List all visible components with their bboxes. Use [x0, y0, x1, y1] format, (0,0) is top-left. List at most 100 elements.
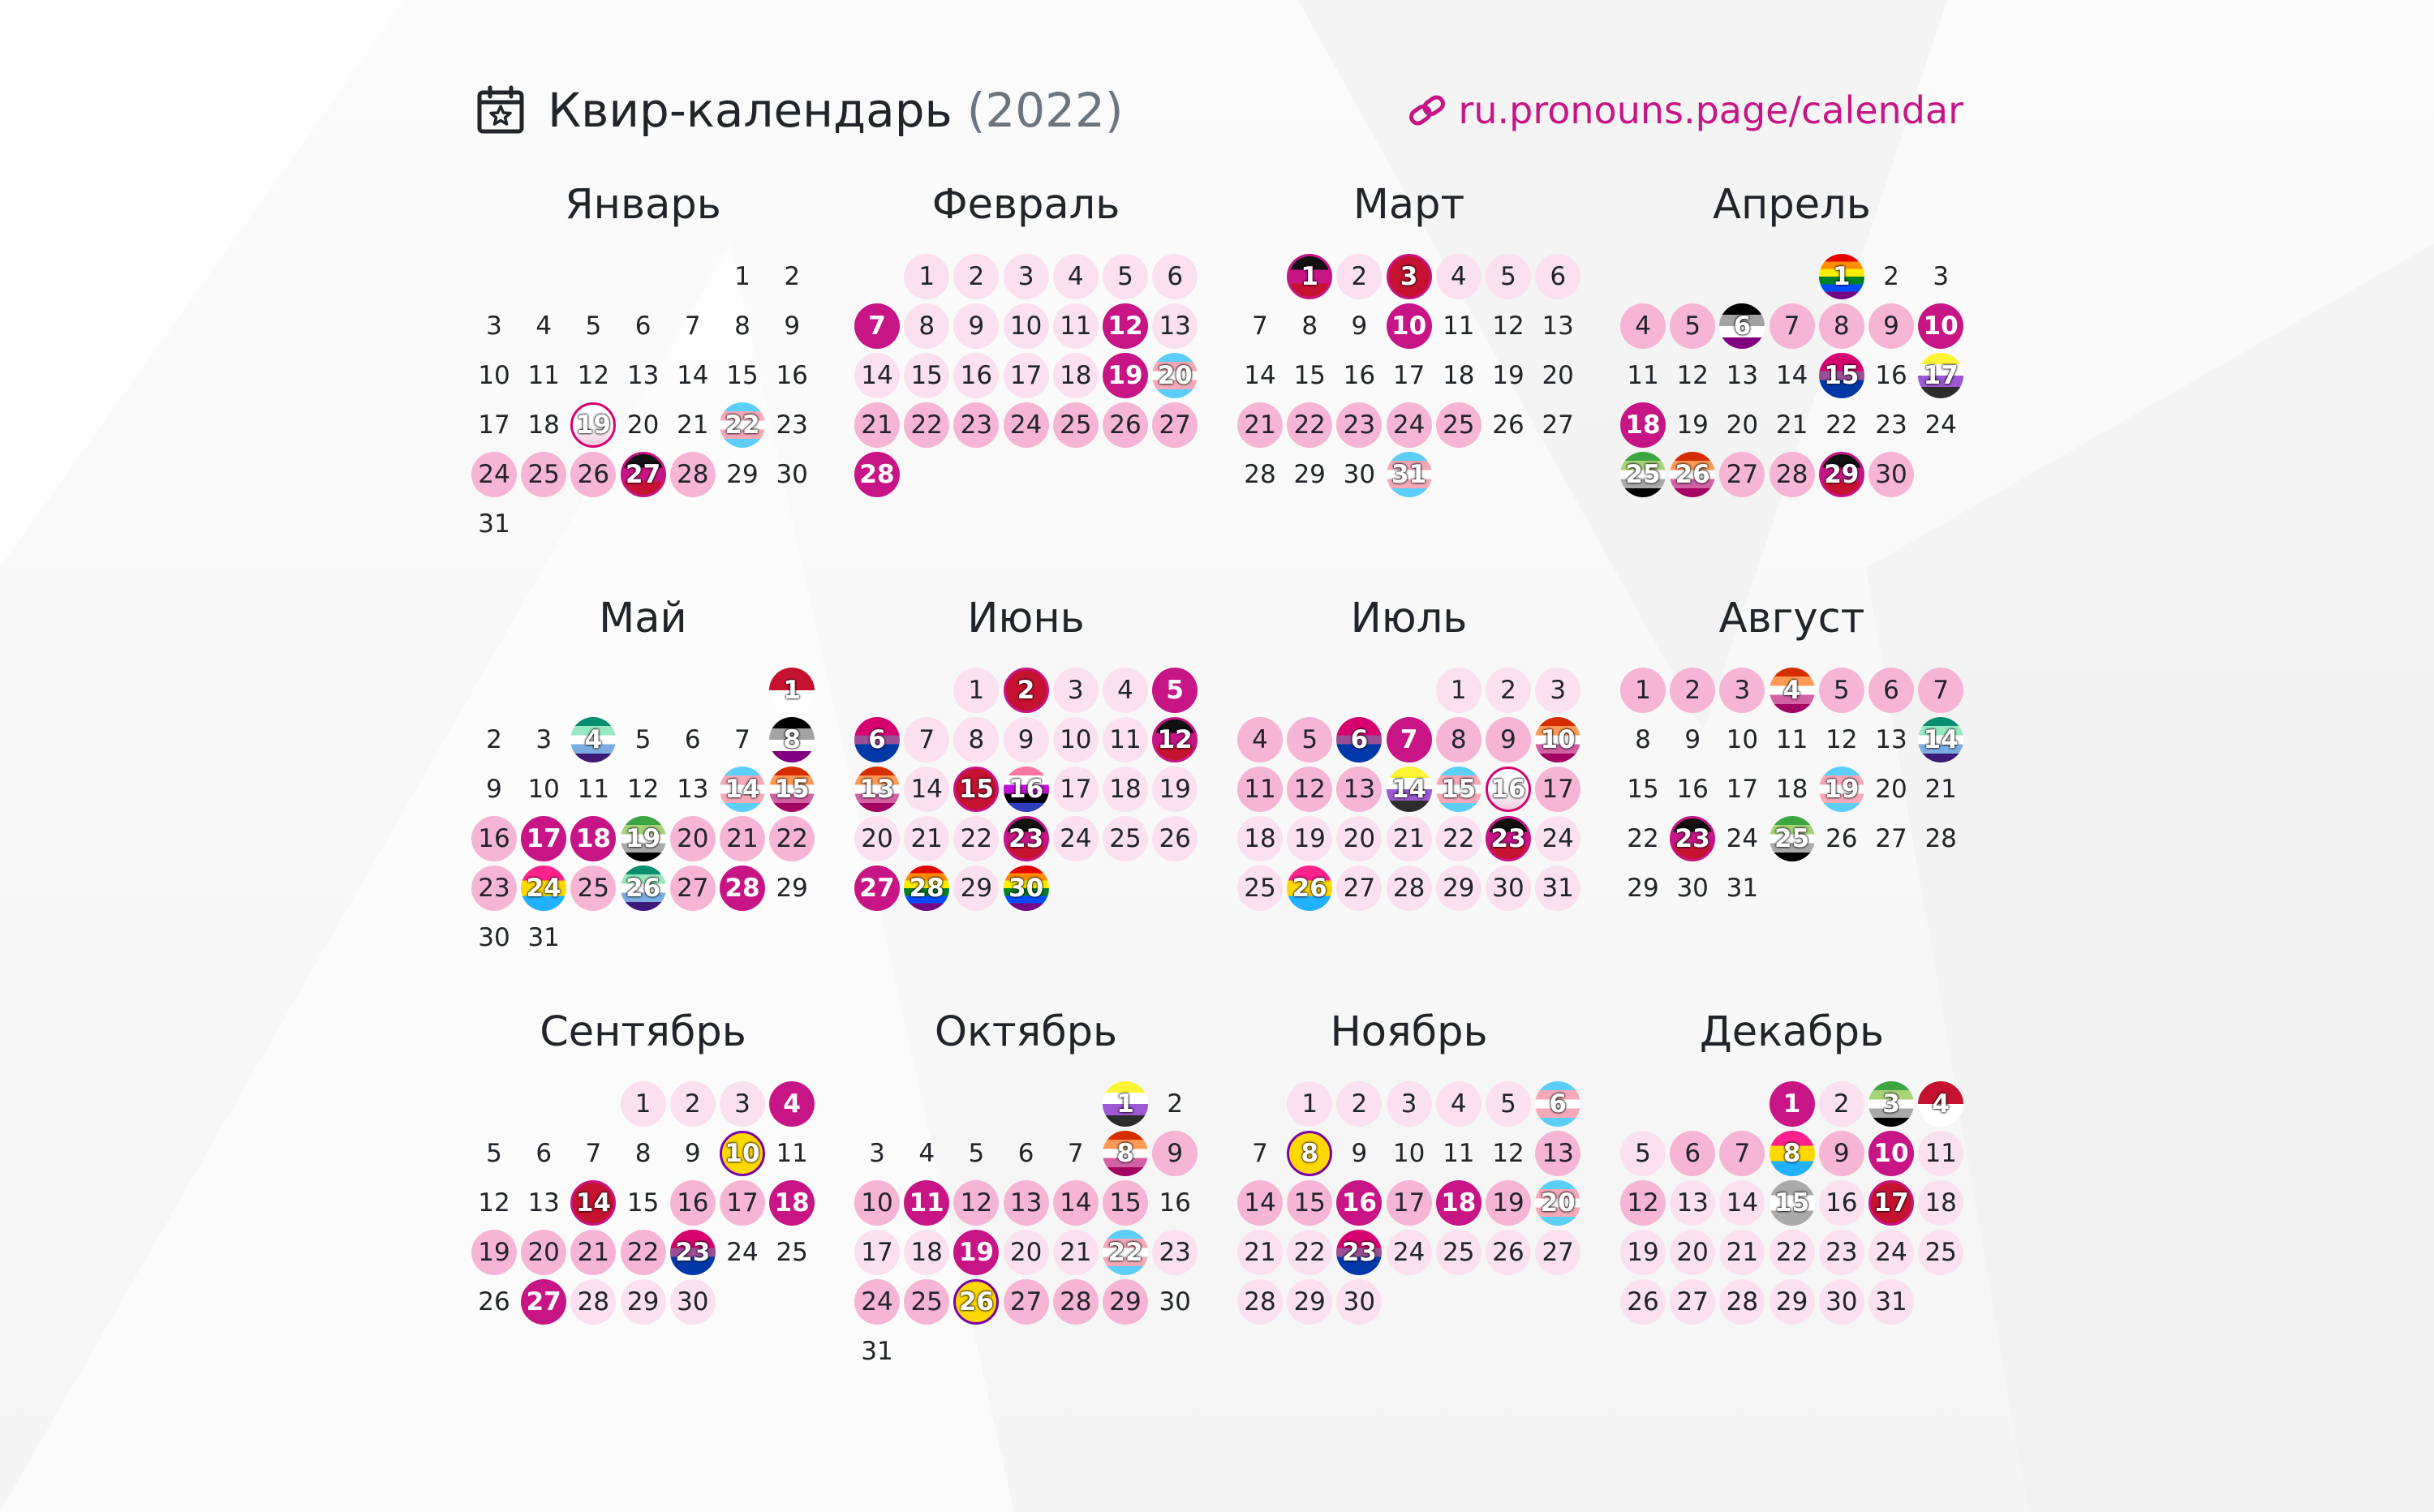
day-cell[interactable]: 11	[577, 775, 610, 804]
day-cell[interactable]: 9	[784, 311, 801, 341]
day-cell[interactable]: 21	[1237, 402, 1283, 448]
day-cell[interactable]: 23	[1336, 1230, 1383, 1275]
day-cell[interactable]: 20	[1003, 1230, 1049, 1275]
day-cell[interactable]: 13	[1875, 725, 1907, 754]
day-cell[interactable]: 14	[1237, 1180, 1283, 1226]
day-cell[interactable]: 14	[1918, 717, 1964, 762]
day-cell[interactable]: 27	[1535, 1230, 1581, 1275]
day-cell[interactable]: 29	[726, 460, 759, 489]
day-cell[interactable]: 18	[527, 410, 560, 440]
day-cell[interactable]: 17	[1918, 353, 1964, 398]
day-cell[interactable]: 9	[953, 303, 1000, 349]
day-cell[interactable]: 26	[1826, 824, 1858, 853]
day-cell[interactable]: 17	[521, 816, 567, 861]
day-cell[interactable]: 26	[1492, 410, 1524, 440]
day-cell[interactable]: 10	[1918, 303, 1964, 349]
day-cell[interactable]: 30	[1159, 1287, 1191, 1317]
day-cell[interactable]: 8	[1435, 717, 1481, 762]
day-cell[interactable]: 12	[1492, 1139, 1524, 1168]
day-cell[interactable]: 2	[1883, 262, 1899, 291]
day-cell[interactable]: 3	[720, 1081, 765, 1127]
day-cell[interactable]: 19	[570, 402, 617, 448]
day-cell[interactable]: 5	[1152, 668, 1198, 713]
day-cell[interactable]: 12	[1826, 725, 1858, 754]
day-cell[interactable]: 24	[726, 1238, 759, 1267]
day-cell[interactable]: 28	[570, 1279, 617, 1325]
day-cell[interactable]: 20	[1726, 410, 1759, 440]
day-cell[interactable]: 3	[1003, 254, 1049, 299]
day-cell[interactable]: 27	[1719, 452, 1765, 497]
day-cell[interactable]: 29	[1287, 1279, 1333, 1325]
day-cell[interactable]: 16	[1343, 361, 1376, 390]
day-cell[interactable]: 8	[734, 311, 750, 341]
day-cell[interactable]: 4	[1769, 668, 1815, 713]
day-cell[interactable]: 27	[620, 452, 666, 497]
day-cell[interactable]: 13	[1726, 361, 1759, 390]
day-cell[interactable]: 2	[1336, 1081, 1383, 1127]
day-cell[interactable]: 2	[953, 254, 1000, 299]
day-cell[interactable]: 30	[669, 1279, 716, 1325]
day-cell[interactable]: 30	[776, 460, 808, 489]
day-cell[interactable]: 12	[953, 1180, 1000, 1226]
day-cell[interactable]: 11	[1443, 311, 1475, 341]
day-cell[interactable]: 28	[1924, 824, 1957, 853]
day-cell[interactable]: 21	[854, 402, 900, 448]
day-cell[interactable]: 5	[968, 1139, 985, 1168]
day-cell[interactable]: 19	[1676, 410, 1709, 440]
day-cell[interactable]: 10	[720, 1131, 765, 1176]
day-cell[interactable]: 22	[769, 816, 815, 861]
day-cell[interactable]: 24	[521, 866, 567, 911]
day-cell[interactable]: 18	[1052, 353, 1099, 398]
day-cell[interactable]: 13	[1003, 1180, 1049, 1226]
day-cell[interactable]: 21	[1924, 775, 1957, 804]
day-cell[interactable]: 10	[1052, 717, 1099, 762]
day-cell[interactable]: 25	[1103, 816, 1148, 861]
calendar-url[interactable]: ru.pronouns.page/calendar	[1458, 88, 1963, 132]
day-cell[interactable]: 19	[1492, 361, 1524, 390]
day-cell[interactable]: 6	[1719, 303, 1765, 349]
day-cell[interactable]: 3	[1719, 668, 1765, 713]
day-cell[interactable]: 13	[854, 767, 900, 812]
day-cell[interactable]: 17	[1003, 353, 1049, 398]
day-cell[interactable]: 16	[1336, 1180, 1383, 1226]
day-cell[interactable]: 1	[1818, 254, 1864, 299]
day-cell[interactable]: 21	[1237, 1230, 1283, 1275]
day-cell[interactable]: 14	[1386, 767, 1432, 812]
day-cell[interactable]: 26	[1620, 1279, 1666, 1325]
day-cell[interactable]: 19	[1486, 1180, 1531, 1226]
day-cell[interactable]: 26	[478, 1287, 510, 1317]
day-cell[interactable]: 15	[1103, 1180, 1148, 1226]
day-cell[interactable]: 10	[1386, 303, 1432, 349]
day-cell[interactable]: 29	[1769, 1279, 1815, 1325]
day-cell[interactable]: 13	[1336, 767, 1383, 812]
day-cell[interactable]: 25	[1435, 402, 1481, 448]
day-cell[interactable]: 21	[1775, 410, 1808, 440]
day-cell[interactable]: 2	[1336, 254, 1383, 299]
day-cell[interactable]: 11	[1775, 725, 1808, 754]
day-cell[interactable]: 24	[1535, 816, 1581, 861]
day-cell[interactable]: 25	[1918, 1230, 1964, 1275]
day-cell[interactable]: 14	[677, 361, 709, 390]
day-cell[interactable]: 12	[1152, 717, 1198, 762]
day-cell[interactable]: 10	[478, 361, 510, 390]
day-cell[interactable]: 31	[861, 1337, 893, 1366]
day-cell[interactable]: 23	[669, 1230, 716, 1275]
day-cell[interactable]: 1	[769, 668, 815, 713]
day-cell[interactable]: 1	[734, 262, 750, 291]
day-cell[interactable]: 31	[1726, 874, 1759, 903]
day-cell[interactable]: 20	[1875, 775, 1907, 804]
day-cell[interactable]: 27	[669, 866, 716, 911]
day-cell[interactable]: 8	[1287, 1131, 1333, 1176]
day-cell[interactable]: 19	[953, 1230, 1000, 1275]
day-cell[interactable]: 30	[1869, 452, 1914, 497]
day-cell[interactable]: 7	[1252, 311, 1268, 341]
day-cell[interactable]: 11	[1237, 767, 1283, 812]
day-cell[interactable]: 24	[1924, 410, 1957, 440]
day-cell[interactable]: 4	[1918, 1081, 1964, 1127]
day-cell[interactable]: 28	[904, 866, 950, 911]
day-cell[interactable]: 5	[1620, 1131, 1666, 1176]
day-cell[interactable]: 28	[1719, 1279, 1765, 1325]
day-cell[interactable]: 15	[769, 767, 815, 812]
day-cell[interactable]: 10	[1726, 725, 1759, 754]
day-cell[interactable]: 4	[1237, 717, 1283, 762]
